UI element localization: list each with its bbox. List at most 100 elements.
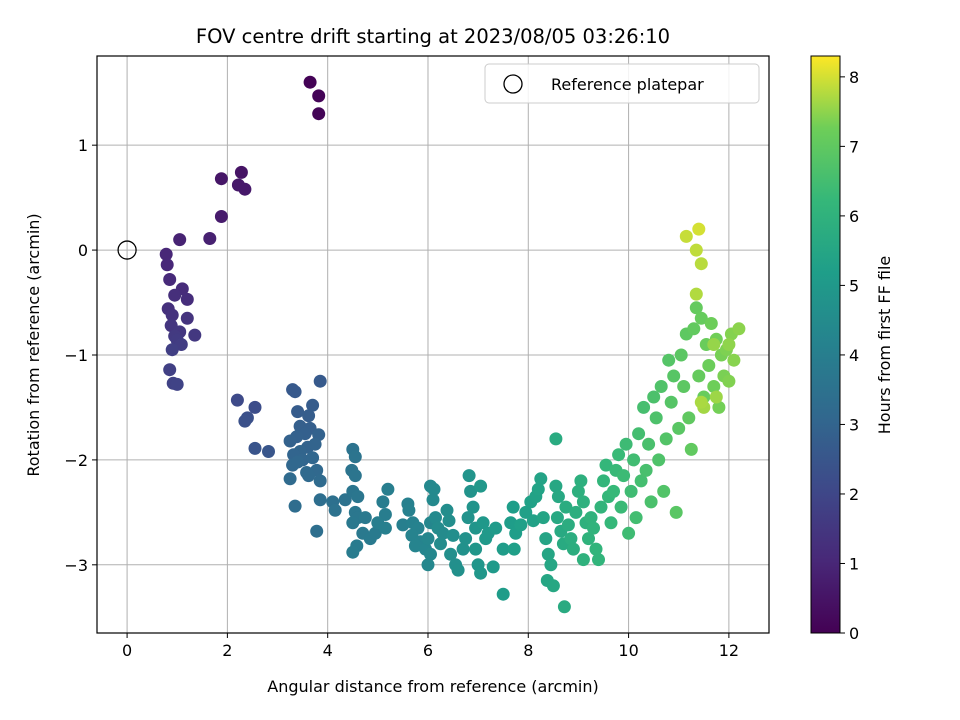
scatter-point <box>592 553 605 567</box>
scatter-point <box>248 441 262 455</box>
scatter-point <box>536 511 550 525</box>
scatter-point <box>459 532 473 546</box>
scatter-point <box>629 511 643 525</box>
y-tick-label: 1 <box>78 136 88 155</box>
y-tick-label: −1 <box>64 346 88 365</box>
legend-marker-reference <box>503 74 523 94</box>
scatter-point <box>234 165 248 179</box>
scatter-point <box>203 232 217 245</box>
scatter-point <box>426 493 440 507</box>
scatter-point <box>496 587 510 601</box>
scatter-point <box>614 500 628 514</box>
scatter-point <box>378 508 392 521</box>
scatter-point <box>677 380 691 393</box>
scatter-point <box>310 524 324 538</box>
scatter-point <box>348 469 362 483</box>
scatter-point <box>732 322 746 336</box>
scatter-point <box>707 338 721 351</box>
colorbar-ticks: 0 1 2 3 4 5 6 7 8 <box>840 68 859 643</box>
scatter-point <box>669 505 683 519</box>
scatter-point <box>248 400 262 414</box>
scatter-point <box>338 493 352 507</box>
scatter-point <box>444 547 458 561</box>
scatter-point <box>571 484 585 498</box>
scatter-point <box>288 385 302 399</box>
scatter-point <box>308 437 322 451</box>
colorbar-tick-label: 0 <box>849 624 859 643</box>
scatter-point <box>214 210 228 223</box>
scatter-point <box>582 532 595 546</box>
scatter-point <box>238 182 252 196</box>
scatter-point <box>440 503 454 517</box>
x-tick-label: 8 <box>523 641 533 660</box>
scatter-point <box>230 393 244 407</box>
scatter-point <box>173 233 187 247</box>
scatter-point <box>358 511 372 525</box>
scatter-point <box>442 514 456 528</box>
scatter-point <box>474 566 488 580</box>
scatter-point <box>722 374 736 388</box>
scatter-point <box>576 553 590 567</box>
scatter-point <box>188 328 202 342</box>
scatter-point <box>674 348 688 362</box>
y-tick-label: −2 <box>64 451 88 470</box>
scatter-point <box>434 537 447 551</box>
scatter-point <box>569 505 583 519</box>
scatter-point <box>549 479 563 493</box>
colorbar-tick-label: 3 <box>849 415 859 434</box>
scatter-point <box>159 247 173 261</box>
colorbar-tick-label: 7 <box>849 137 859 156</box>
scatter-point <box>302 469 316 483</box>
scatter-point <box>461 511 475 525</box>
scatter-point <box>664 395 678 409</box>
scatter-point <box>607 484 620 498</box>
scatter-point <box>682 411 696 425</box>
scatter-point <box>672 421 686 435</box>
scatter-point <box>566 542 580 556</box>
scatter-point <box>291 455 305 469</box>
scatter-point <box>694 395 708 409</box>
scatter-point <box>659 432 673 446</box>
reference-platepar-marker <box>117 240 137 260</box>
scatter-point <box>346 516 360 530</box>
scatter-point <box>170 377 184 391</box>
scatter-point <box>504 516 518 530</box>
scatter-point <box>436 526 450 540</box>
x-tick-label: 6 <box>423 641 433 660</box>
scatter-point <box>647 390 661 404</box>
x-tick-label: 2 <box>222 641 232 660</box>
scatter-point <box>546 579 560 593</box>
scatter-point <box>561 518 575 532</box>
scatter-point <box>451 563 465 577</box>
scatter-point <box>312 89 326 103</box>
x-axis-label: Angular distance from reference (arcmin) <box>267 677 598 696</box>
scatter-point <box>421 532 435 546</box>
scatter-point <box>312 107 326 121</box>
scatter-point <box>489 521 503 535</box>
scatter-point <box>544 558 558 572</box>
scatter-point <box>519 505 533 519</box>
scatter-point <box>168 288 182 302</box>
scatter-point <box>526 514 540 528</box>
scatter-point <box>396 518 410 532</box>
x-tick-label: 4 <box>323 641 333 660</box>
scatter-point <box>427 482 441 496</box>
y-axis-label: Rotation from reference (arcmin) <box>24 213 43 476</box>
scatter-point <box>424 547 437 561</box>
scatter-point <box>283 434 297 448</box>
scatter-point <box>652 453 666 467</box>
legend-box <box>484 63 760 104</box>
scatter-point <box>624 484 638 498</box>
scatter-point <box>368 526 382 540</box>
scatter-point <box>632 427 646 441</box>
scatter-point <box>306 451 320 465</box>
scatter-point <box>402 503 416 517</box>
scatter-point <box>704 317 718 330</box>
scatter-point <box>160 258 174 272</box>
scatter-point <box>408 539 422 553</box>
scatter-point <box>612 448 626 462</box>
scatter-point <box>712 400 726 414</box>
scatter-point <box>687 322 701 336</box>
scatter-point <box>694 311 708 325</box>
